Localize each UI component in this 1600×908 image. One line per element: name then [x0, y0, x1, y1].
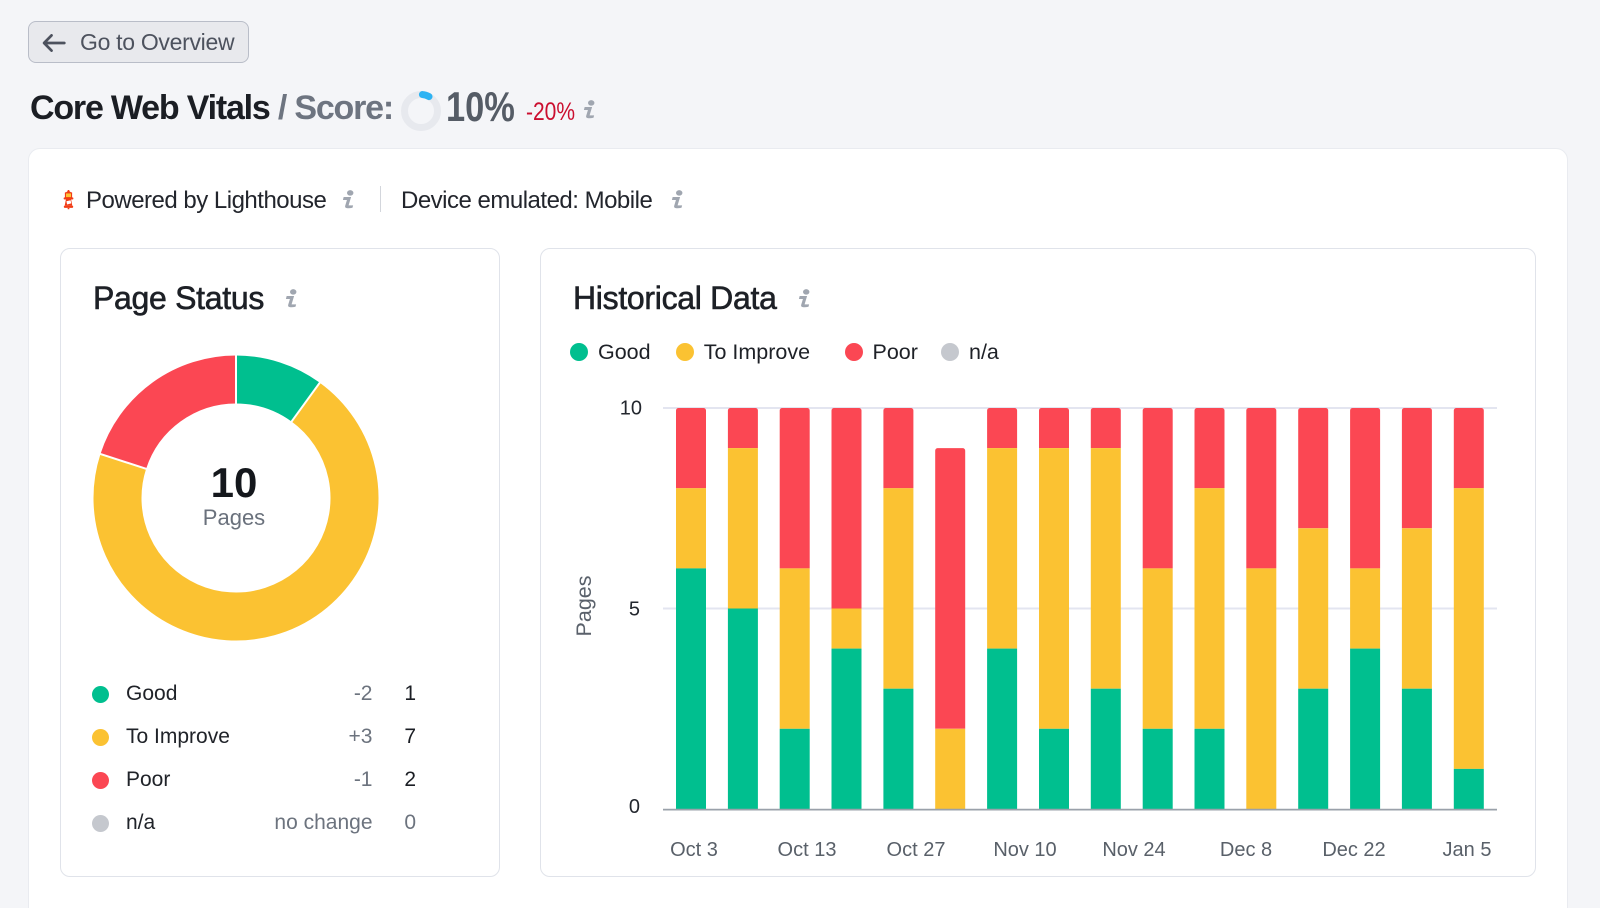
svg-text:Oct 27: Oct 27: [887, 839, 946, 861]
svg-text:5: 5: [629, 599, 640, 621]
svg-text:Oct 13: Oct 13: [778, 839, 837, 861]
svg-text:Dec 22: Dec 22: [1322, 839, 1385, 861]
svg-text:Nov 10: Nov 10: [993, 839, 1056, 861]
svg-text:Nov 24: Nov 24: [1102, 839, 1165, 861]
svg-text:Oct 3: Oct 3: [670, 839, 718, 861]
svg-text:0: 0: [629, 796, 640, 818]
svg-text:Dec 8: Dec 8: [1220, 839, 1272, 861]
svg-text:Pages: Pages: [572, 576, 596, 637]
svg-text:10: 10: [620, 398, 642, 420]
svg-text:Jan 5: Jan 5: [1443, 839, 1492, 861]
